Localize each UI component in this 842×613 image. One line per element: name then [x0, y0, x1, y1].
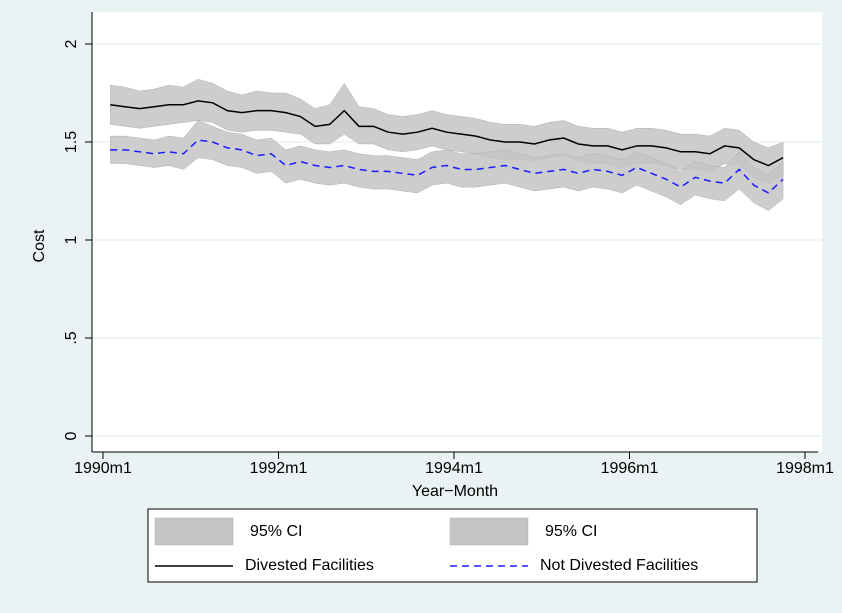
x-tick-label: 1996m1 — [601, 460, 659, 477]
plot-area — [92, 12, 822, 452]
x-tick-label: 1994m1 — [425, 460, 483, 477]
legend-label: 95% CI — [545, 523, 597, 540]
y-tick-label: 1 — [63, 235, 80, 244]
line — [110, 100, 784, 167]
x-tick-label: 1992m1 — [250, 460, 308, 477]
legend-label: Divested Facilities — [245, 557, 374, 574]
legend-label: 95% CI — [250, 523, 302, 540]
x-axis-label: Year−Month — [412, 483, 498, 500]
legend-swatch — [154, 517, 234, 546]
x-tick-label: 1998m1 — [776, 460, 834, 477]
y-tick-label: .5 — [63, 331, 80, 344]
x-tick-label: 1990m1 — [74, 460, 132, 477]
y-tick-label: 0 — [63, 431, 80, 440]
legend-swatch — [449, 517, 529, 546]
y-tick-label: 2 — [63, 39, 80, 48]
y-tick-label: 1.5 — [63, 131, 80, 153]
legend-label: Not Divested Facilities — [540, 557, 698, 574]
y-axis-label: Cost — [31, 229, 48, 262]
line — [110, 139, 784, 194]
